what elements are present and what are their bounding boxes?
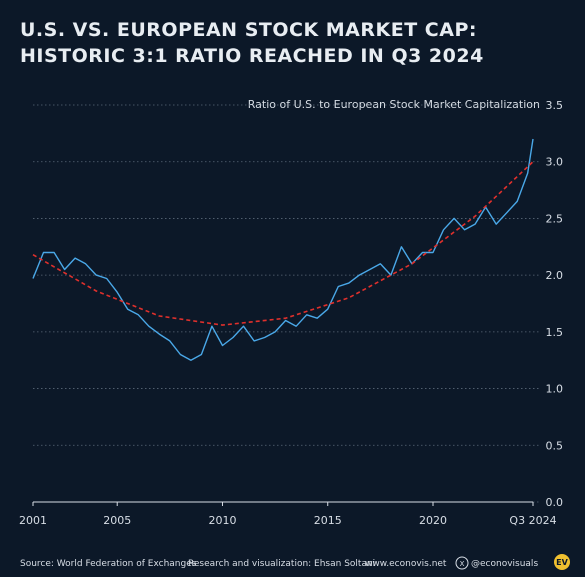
y-tick-label: 0.5 xyxy=(546,439,564,452)
y-tick-label: 3.5 xyxy=(546,99,564,112)
x-tick-label: 2010 xyxy=(208,514,236,527)
x-tick-label: 2015 xyxy=(314,514,342,527)
logo: EV xyxy=(556,558,568,567)
y-axis-label: Ratio of U.S. to European Stock Market C… xyxy=(248,98,540,111)
y-tick-label: 3.0 xyxy=(546,156,564,169)
logo-badge xyxy=(554,554,570,570)
series-line xyxy=(32,161,534,326)
y-tick-label: 2.0 xyxy=(546,269,564,282)
y-tick-label: 1.5 xyxy=(546,326,564,339)
x-tick-label: Q3 2024 xyxy=(509,514,556,527)
x-tick-label: 2001 xyxy=(19,514,47,527)
x-icon-glyph: X xyxy=(460,560,465,568)
series-line xyxy=(32,138,534,361)
y-tick-label: 2.5 xyxy=(546,212,564,225)
chart-title: U.S. VS. EUROPEAN STOCK MARKET CAP: xyxy=(20,19,477,41)
website: www.econovis.net xyxy=(365,559,447,569)
chart-title: HISTORIC 3:1 RATIO REACHED IN Q3 2024 xyxy=(20,45,484,67)
x-tick-label: 2020 xyxy=(419,514,447,527)
x-icon xyxy=(455,556,469,570)
y-tick-label: 1.0 xyxy=(546,383,564,396)
credit: Research and visualization: Ehsan Soltan… xyxy=(188,559,375,569)
handle: @econovisuals xyxy=(471,559,538,569)
x-tick-label: 2005 xyxy=(103,514,131,527)
source: Source: World Federation of Exchanges xyxy=(20,559,197,569)
y-tick-label: 0.0 xyxy=(546,496,564,509)
